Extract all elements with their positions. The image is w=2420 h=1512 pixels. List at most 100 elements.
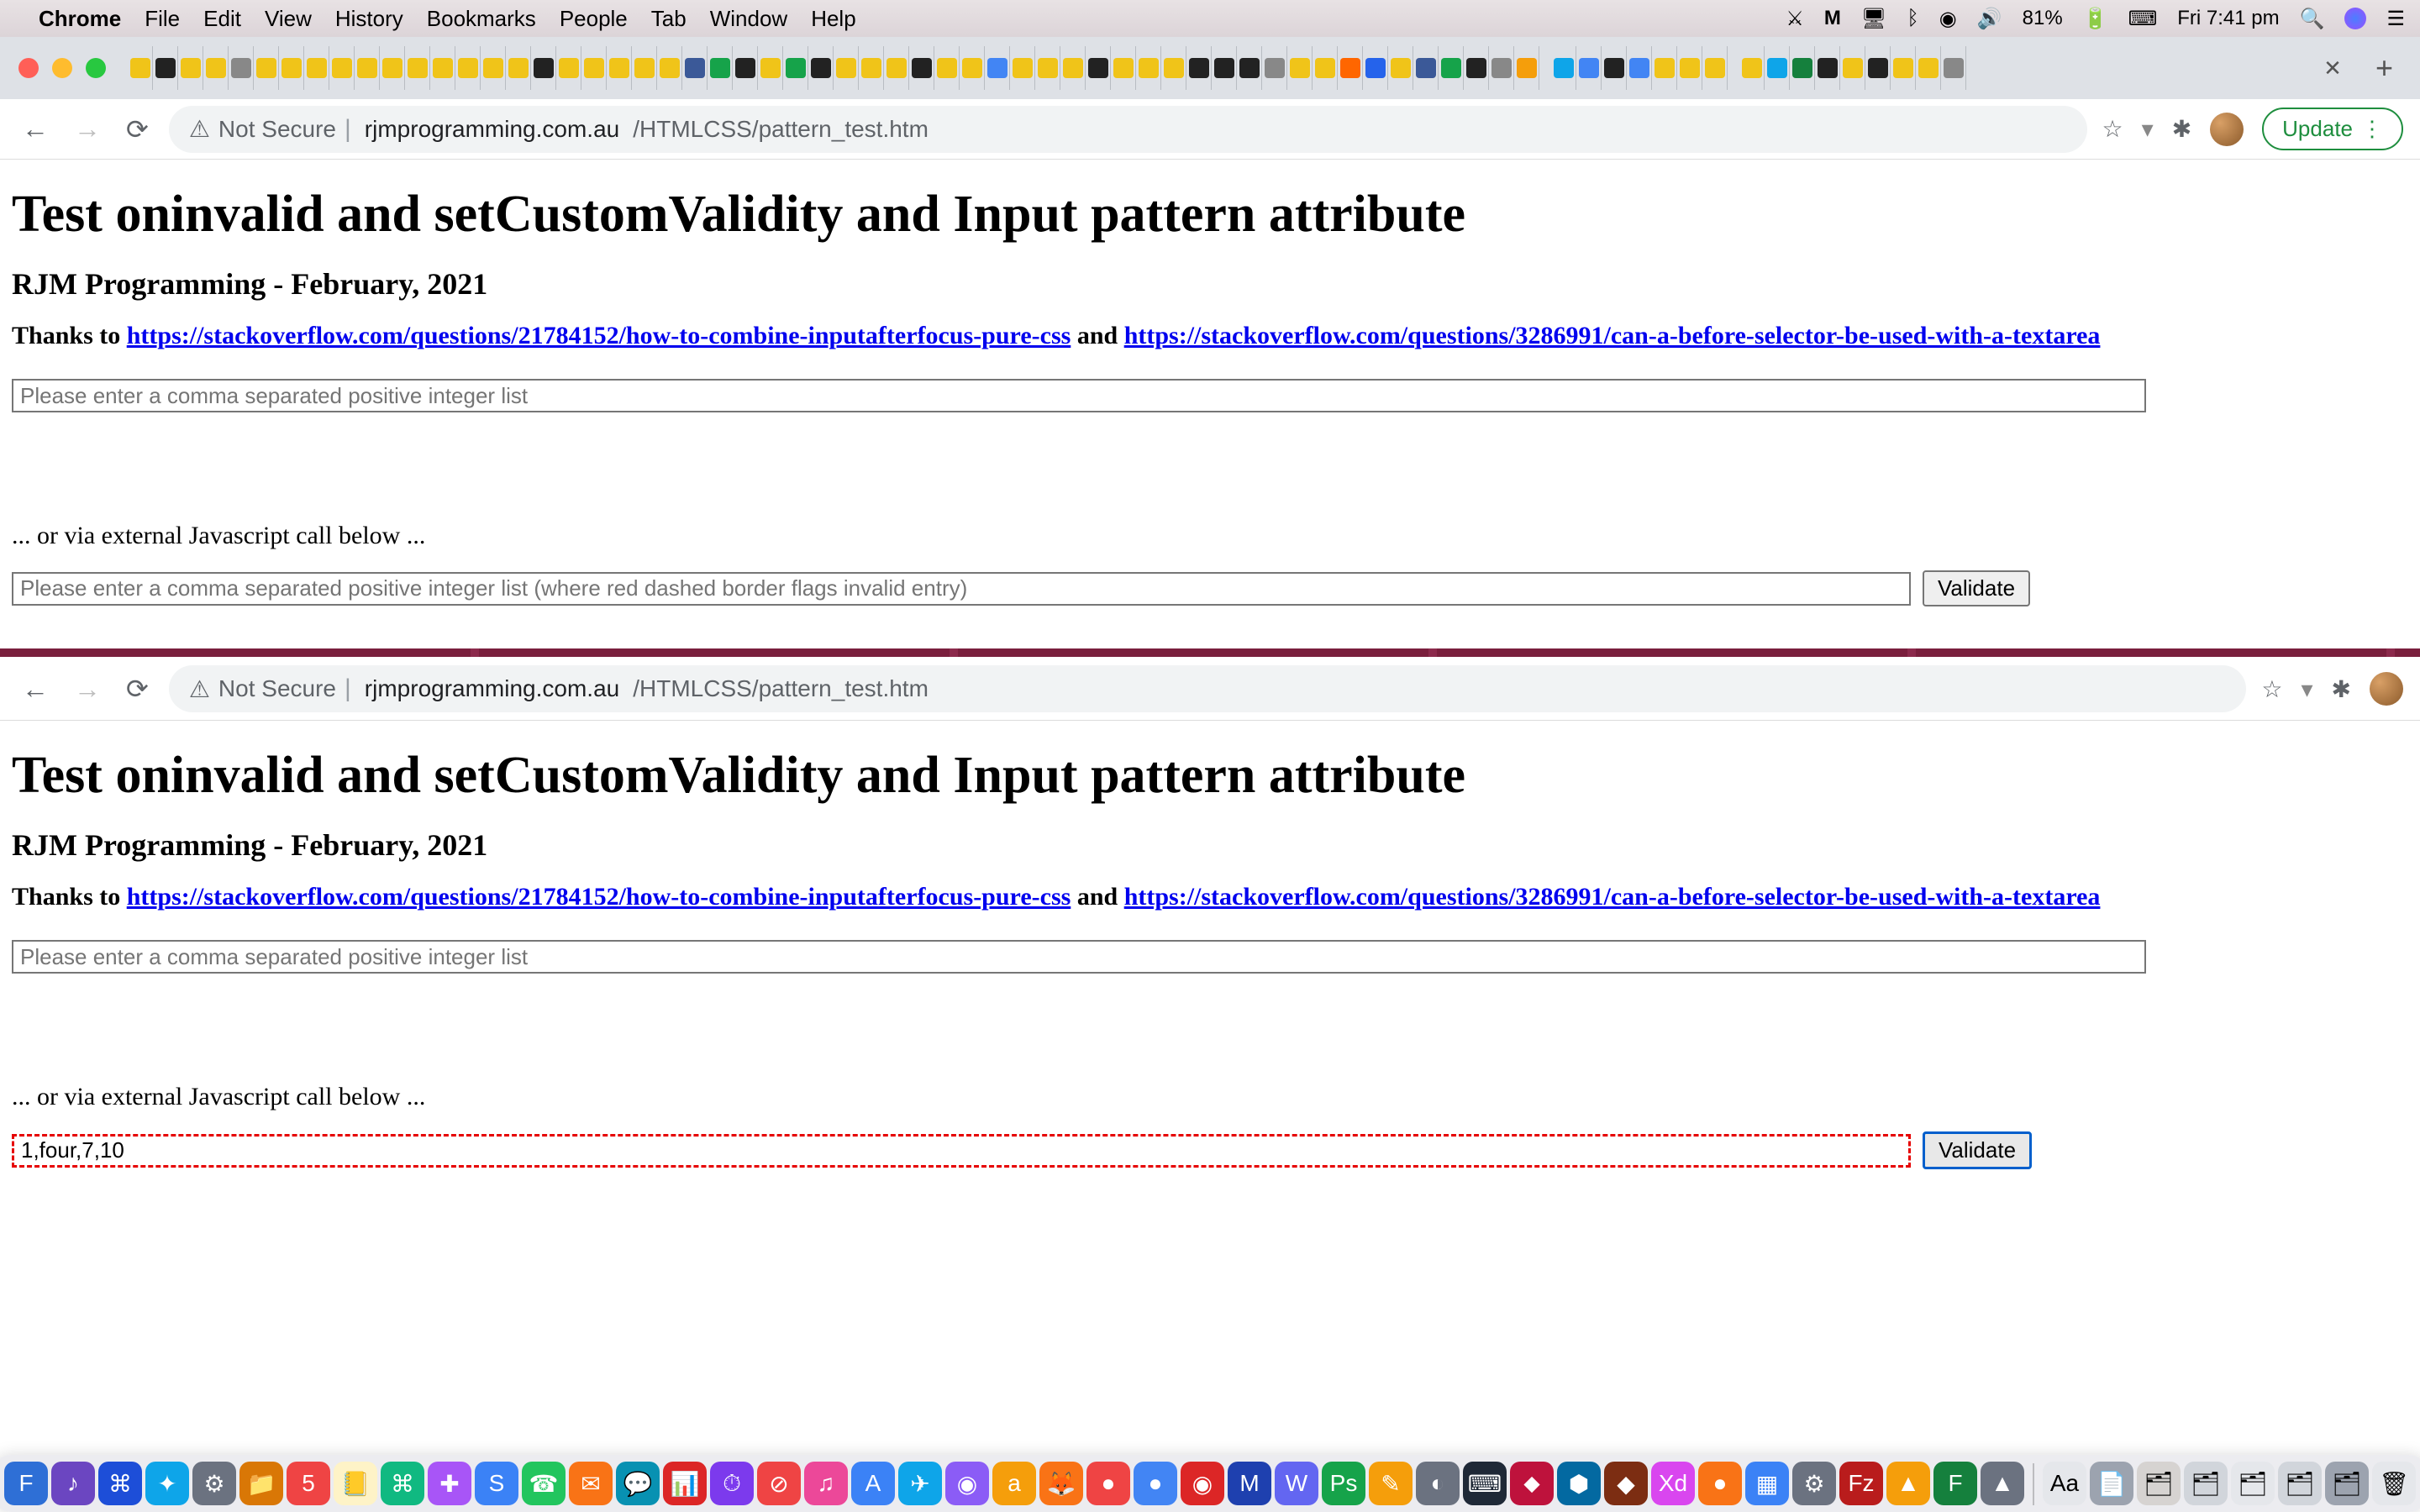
malware-icon[interactable]: ⚔ xyxy=(1786,7,1804,31)
browser-tab[interactable] xyxy=(909,46,934,90)
dock-app[interactable]: ◐ xyxy=(1416,1462,1460,1505)
browser-tab[interactable] xyxy=(859,46,884,90)
thanks-link-1[interactable]: https://stackoverflow.com/questions/2178… xyxy=(127,322,1071,349)
dock-app[interactable]: ☎ xyxy=(522,1462,566,1505)
browser-tab[interactable] xyxy=(1313,46,1338,90)
dock-app[interactable]: ◉ xyxy=(945,1462,989,1505)
browser-tab[interactable] xyxy=(1891,46,1916,90)
browser-tab[interactable] xyxy=(1739,46,1765,90)
menubar-item-help[interactable]: Help xyxy=(811,6,855,32)
browser-tab[interactable] xyxy=(1765,46,1790,90)
browser-tab[interactable] xyxy=(1916,46,1941,90)
dock-app[interactable]: ✈ xyxy=(898,1462,942,1505)
dock-app[interactable]: W xyxy=(1275,1462,1318,1505)
brave-icon-2[interactable]: ▾ xyxy=(2301,675,2312,703)
dock-app[interactable]: ● xyxy=(1086,1462,1130,1505)
brave-icon[interactable]: ▾ xyxy=(2142,115,2154,143)
menubar-item-bookmarks[interactable]: Bookmarks xyxy=(427,6,536,32)
dock-app[interactable]: Aa xyxy=(2043,1462,2086,1505)
tab-close-icon[interactable]: ✕ xyxy=(2312,55,2354,81)
browser-tab[interactable] xyxy=(430,46,455,90)
browser-tab[interactable] xyxy=(178,46,203,90)
browser-tab[interactable] xyxy=(733,46,758,90)
dock-app[interactable]: 🗂 xyxy=(2137,1462,2181,1505)
dock-app[interactable]: ⌨ xyxy=(1463,1462,1507,1505)
dock-app[interactable]: ✚ xyxy=(428,1462,471,1505)
dock-app[interactable]: ✦ xyxy=(145,1462,189,1505)
browser-tab[interactable] xyxy=(556,46,581,90)
dock-app[interactable]: 🗂 xyxy=(2278,1462,2322,1505)
dock-app[interactable]: M xyxy=(1228,1462,1271,1505)
browser-tab[interactable] xyxy=(1338,46,1363,90)
browser-tab[interactable] xyxy=(1865,46,1891,90)
menubar-item-edit[interactable]: Edit xyxy=(203,6,241,32)
wifi-icon[interactable]: ◉ xyxy=(1939,7,1957,31)
browser-tab[interactable] xyxy=(1652,46,1677,90)
dock-app[interactable]: ♫ xyxy=(804,1462,848,1505)
thanks-link-2b[interactable]: https://stackoverflow.com/questions/3286… xyxy=(1124,883,2101,911)
nav-reload-button-2[interactable]: ⟳ xyxy=(121,673,154,705)
browser-tab[interactable] xyxy=(985,46,1010,90)
browser-tab[interactable] xyxy=(1010,46,1035,90)
browser-tab[interactable] xyxy=(1035,46,1060,90)
browser-tab[interactable] xyxy=(1186,46,1212,90)
browser-tab[interactable] xyxy=(884,46,909,90)
thanks-link-1b[interactable]: https://stackoverflow.com/questions/2178… xyxy=(127,883,1071,911)
dock-app[interactable]: 5 xyxy=(287,1462,330,1505)
browser-tab[interactable] xyxy=(808,46,834,90)
browser-tab[interactable] xyxy=(1576,46,1602,90)
browser-tab[interactable] xyxy=(128,46,153,90)
browser-tab[interactable] xyxy=(1060,46,1086,90)
menubar-item-view[interactable]: View xyxy=(265,6,312,32)
bluetooth-icon[interactable]: ᛒ xyxy=(1907,7,1918,30)
browser-tab[interactable] xyxy=(1086,46,1111,90)
dock-app[interactable]: ● xyxy=(1134,1462,1177,1505)
spotlight-icon[interactable]: 🔍 xyxy=(2300,7,2325,31)
dock-app[interactable]: ▲ xyxy=(1886,1462,1930,1505)
dock-app[interactable]: ✎ xyxy=(1369,1462,1413,1505)
dock-app[interactable]: 📒 xyxy=(334,1462,377,1505)
bookmark-star-icon-2[interactable]: ☆ xyxy=(2261,675,2282,703)
browser-tab[interactable] xyxy=(682,46,708,90)
browser-tab[interactable] xyxy=(355,46,380,90)
browser-tab[interactable] xyxy=(481,46,506,90)
browser-tab[interactable] xyxy=(1514,46,1539,90)
browser-tab[interactable] xyxy=(1439,46,1464,90)
browser-tab[interactable] xyxy=(960,46,985,90)
omnibox-2[interactable]: ⚠ Not Secure | rjmprogramming.com.au/HTM… xyxy=(169,665,2247,712)
dock-app[interactable]: ◉ xyxy=(1181,1462,1224,1505)
dock-app[interactable]: ⌘ xyxy=(381,1462,424,1505)
thanks-link-2[interactable]: https://stackoverflow.com/questions/3286… xyxy=(1124,322,2101,349)
browser-tab[interactable] xyxy=(1363,46,1388,90)
browser-tab[interactable] xyxy=(1388,46,1413,90)
integer-list-input-1b[interactable] xyxy=(12,940,2146,974)
browser-tab[interactable] xyxy=(607,46,632,90)
dock-app[interactable]: 🗂 xyxy=(2184,1462,2228,1505)
dock-app[interactable]: ◆ xyxy=(1604,1462,1648,1505)
battery-text[interactable]: 81% xyxy=(2023,7,2063,30)
browser-tab[interactable] xyxy=(329,46,355,90)
dock-app[interactable]: ▦ xyxy=(1745,1462,1789,1505)
dock-app[interactable]: a xyxy=(992,1462,1036,1505)
dock-app[interactable]: ♪ xyxy=(51,1462,95,1505)
dock-app[interactable]: Ps xyxy=(1322,1462,1365,1505)
volume-icon[interactable]: 🔊 xyxy=(1977,7,2002,31)
dock-app[interactable]: ⚙ xyxy=(1792,1462,1836,1505)
dock-app[interactable]: 💬 xyxy=(616,1462,660,1505)
dock-app[interactable]: ✉ xyxy=(569,1462,613,1505)
browser-tab[interactable] xyxy=(153,46,178,90)
clock-text[interactable]: Fri 7:41 pm xyxy=(2177,7,2279,30)
profile-avatar[interactable] xyxy=(2210,113,2244,146)
bookmark-star-icon[interactable]: ☆ xyxy=(2102,115,2123,143)
browser-tab[interactable] xyxy=(657,46,682,90)
new-tab-button[interactable]: + xyxy=(2359,50,2410,86)
browser-tab[interactable] xyxy=(1815,46,1840,90)
dock-app[interactable]: ⌘ xyxy=(98,1462,142,1505)
profile-avatar-2[interactable] xyxy=(2370,672,2403,706)
nav-back-button-2[interactable]: ← xyxy=(17,674,54,705)
browser-tab[interactable] xyxy=(783,46,808,90)
nav-reload-button[interactable]: ⟳ xyxy=(121,113,154,145)
dock-app[interactable]: F xyxy=(4,1462,48,1505)
browser-tab[interactable] xyxy=(1262,46,1287,90)
nav-back-button[interactable]: ← xyxy=(17,113,54,144)
